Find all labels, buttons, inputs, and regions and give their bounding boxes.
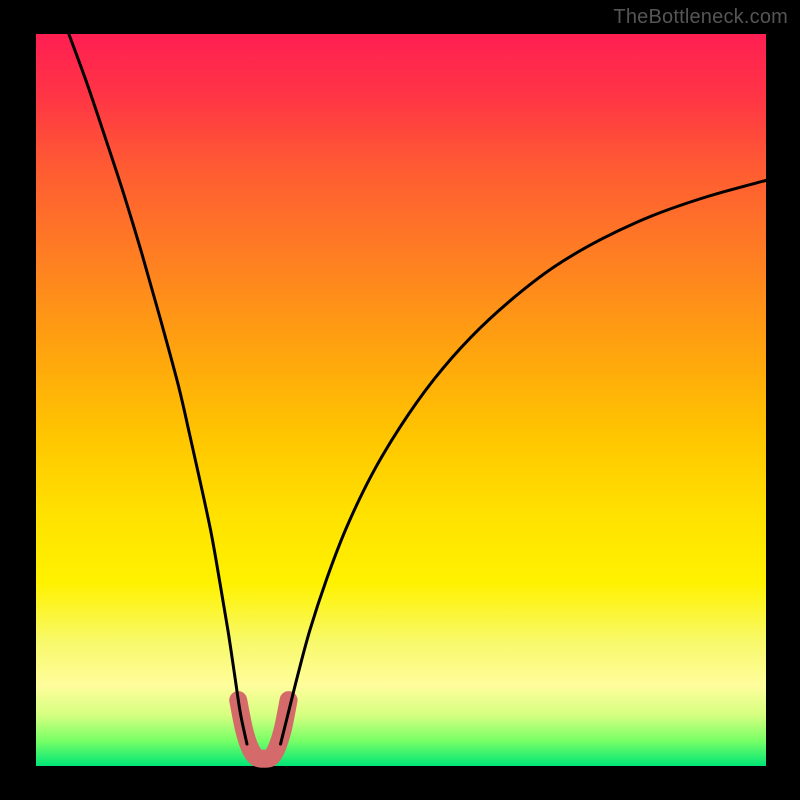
- plot-background: [36, 34, 766, 766]
- bottleneck-chart: [0, 0, 800, 800]
- watermark: TheBottleneck.com: [613, 6, 788, 29]
- chart-svg: [0, 0, 800, 800]
